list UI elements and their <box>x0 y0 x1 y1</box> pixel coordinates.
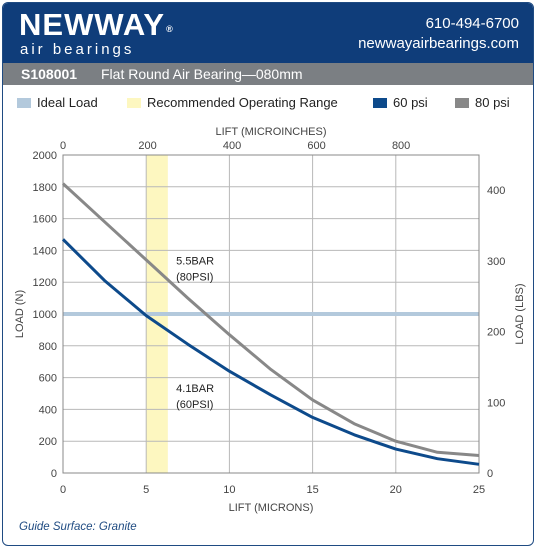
curve-annotation: (80PSI) <box>176 272 213 284</box>
y2-tick-label: 100 <box>487 397 505 409</box>
brand-header: NEWWAY® air bearings 610-494-6700 newway… <box>3 3 533 63</box>
plot-area-border <box>62 154 480 474</box>
x2-axis-title: LIFT (MICROINCHES) <box>215 126 326 138</box>
y2-axis-title: LOAD (LBS) <box>514 283 526 344</box>
brand-logo: NEWWAY® <box>19 7 174 42</box>
product-code: S108001 <box>21 66 78 82</box>
x-tick-label: 25 <box>473 484 485 496</box>
legend-60-psi: 60 psi <box>373 95 428 110</box>
product-title-bar: S108001 Flat Round Air Bearing—080mm <box>3 63 533 85</box>
x-tick-label: 20 <box>390 484 402 496</box>
y-tick-label: 600 <box>39 373 57 385</box>
phone-number: 610-494-6700 <box>425 15 519 32</box>
legend-80-psi: 80 psi <box>455 95 510 110</box>
legend-ideal-load: Ideal Load <box>17 95 98 110</box>
load-lift-chart: 0 5 10 15 20 25020040060080010001200140016001… <box>14 126 526 514</box>
x-tick-label: 5 <box>143 484 149 496</box>
y-tick-label: 800 <box>39 341 57 353</box>
x-tick-label: 10 <box>223 484 235 496</box>
curve-annotation: 5.5BAR <box>176 256 214 268</box>
x2-tick-label: 200 <box>138 140 156 152</box>
series-line-0 <box>61 238 480 466</box>
product-description: Flat Round Air Bearing—080mm <box>101 66 303 82</box>
x2-tick-label: 400 <box>223 140 241 152</box>
y-tick-label: 400 <box>39 404 57 416</box>
x-tick-label: 15 <box>306 484 318 496</box>
y2-tick-label: 200 <box>487 327 505 339</box>
y2-tick-label: 300 <box>487 256 505 268</box>
brand-tagline: air bearings <box>20 41 135 58</box>
x2-tick-label: 600 <box>307 140 325 152</box>
legend-recommended-range: Recommended Operating Range <box>127 95 338 110</box>
website-link[interactable]: newwayairbearings.com <box>358 35 519 52</box>
y-tick-label: 2000 <box>33 150 57 162</box>
y-tick-label: 1600 <box>33 214 57 226</box>
x2-tick-label: 0 <box>60 140 66 152</box>
y2-tick-label: 0 <box>487 468 493 480</box>
y-tick-label: 200 <box>39 436 57 448</box>
y-tick-label: 1400 <box>33 245 57 257</box>
guide-surface-note: Guide Surface: Granite <box>19 521 137 533</box>
y2-tick-label: 400 <box>487 185 505 197</box>
y-tick-label: 1800 <box>33 182 57 194</box>
y-tick-label: 1200 <box>33 277 57 289</box>
y-tick-label: 0 <box>51 468 57 480</box>
curve-annotation: (60PSI) <box>176 399 213 411</box>
legend-swatch-80 <box>455 97 469 108</box>
series-line-1 <box>61 182 480 457</box>
chart-legend: Ideal Load Recommended Operating Range 6… <box>3 93 533 113</box>
x-tick-label: 0 <box>60 484 66 496</box>
legend-swatch-60 <box>373 97 387 108</box>
legend-swatch-ideal <box>17 97 31 108</box>
curve-annotation: 4.1BAR <box>176 383 214 395</box>
x-axis-title: LIFT (MICRONS) <box>229 502 314 514</box>
x2-tick-label: 800 <box>392 140 410 152</box>
legend-swatch-range <box>127 97 141 108</box>
y-tick-label: 1000 <box>33 309 57 321</box>
y-axis-title: LOAD (N) <box>14 290 26 338</box>
